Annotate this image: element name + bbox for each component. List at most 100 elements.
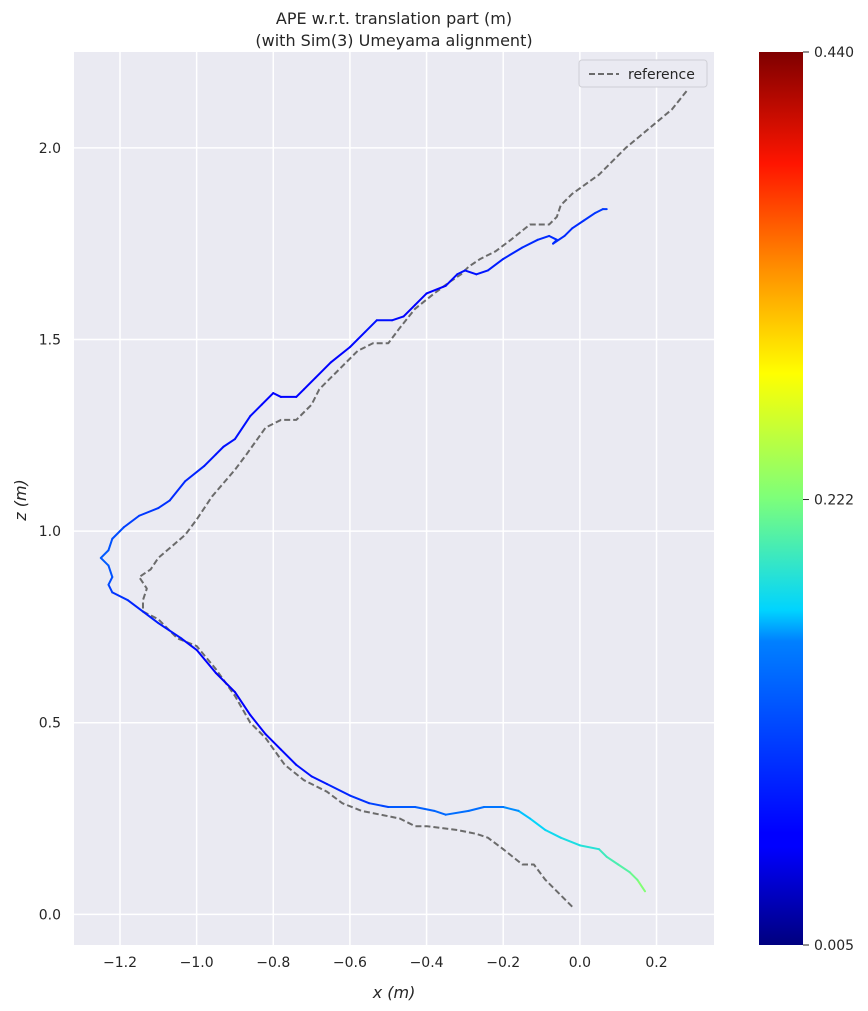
y-axis-label: z (m): [11, 479, 30, 522]
estimate-trajectory-segment: [368, 802, 390, 809]
estimate-trajectory-segment: [295, 388, 305, 398]
estimate-trajectory-segment: [122, 514, 141, 529]
estimate-trajectory-segment: [529, 817, 547, 832]
estimate-trajectory-segment: [138, 507, 160, 517]
estimate-trajectory-segment: [414, 292, 428, 306]
estimate-trajectory-segment: [598, 848, 608, 858]
estimate-trajectory-segment: [295, 763, 313, 778]
estimate-trajectory-segment: [475, 269, 489, 276]
colorbar-tick-label: 0.222: [814, 493, 854, 509]
x-tick-label: −0.4: [410, 955, 444, 971]
colorbar: 0.005 0.222 0.440: [759, 45, 854, 954]
series-layer: [99, 89, 688, 908]
colorbar-ticks: 0.005 0.222 0.440: [803, 45, 854, 954]
estimate-trajectory-segment: [628, 871, 639, 881]
y-tick-label: 2.0: [39, 141, 61, 157]
estimate-trajectory-segment: [195, 648, 217, 674]
estimate-trajectory-segment: [636, 878, 647, 893]
estimate-trajectory-segment: [563, 227, 574, 237]
estimate-trajectory-segment: [559, 836, 581, 847]
estimate-trajectory-segment: [111, 526, 125, 540]
estimate-trajectory-segment: [456, 269, 466, 276]
x-tick-labels: −1.2 −1.0 −0.8 −0.6 −0.4 −0.2 0.0 0.2: [103, 955, 668, 971]
estimate-trajectory-segment: [141, 610, 160, 625]
estimate-trajectory-segment: [203, 453, 217, 467]
estimate-trajectory-segment: [348, 330, 367, 349]
estimate-trajectory-segment: [279, 748, 298, 766]
y-tick-label: 0.5: [39, 716, 61, 732]
colorbar-gradient: [759, 52, 803, 945]
y-tick-label: 1.5: [39, 332, 61, 348]
colorbar-tick-label: 0.440: [814, 45, 854, 61]
x-tick-label: 0.0: [569, 955, 591, 971]
estimate-trajectory-segment: [548, 234, 558, 241]
x-tick-label: 0.2: [645, 955, 667, 971]
estimate-trajectory-segment: [272, 392, 282, 398]
estimate-trajectory-segment: [391, 315, 405, 322]
estimate-trajectory-segment: [184, 464, 206, 483]
estimate-trajectory-segment: [402, 303, 417, 318]
grid: [74, 52, 714, 945]
estimate-trajectory-segment: [425, 284, 447, 295]
estimate-trajectory-segment: [364, 319, 378, 333]
estimate-trajectory-segment: [314, 361, 332, 379]
y-tick-label: 0.0: [39, 907, 61, 923]
estimate-trajectory-segment: [264, 733, 282, 751]
estimate-trajectory-segment: [214, 445, 225, 456]
legend-reference-label: reference: [628, 67, 695, 83]
estimate-trajectory-segment: [310, 775, 328, 786]
legend[interactable]: reference: [578, 59, 708, 88]
chart-title: APE w.r.t. translation part (m): [276, 9, 512, 28]
estimate-trajectory-segment: [617, 863, 631, 874]
estimate-trajectory-segment: [214, 671, 236, 694]
estimate-trajectory-segment: [99, 549, 110, 559]
estimate-trajectory-segment: [180, 637, 198, 651]
y-tick-labels: 0.0 0.5 1.0 1.5 2.0: [39, 141, 61, 924]
estimate-trajectory-segment: [325, 783, 351, 797]
estimate-trajectory-segment: [107, 537, 114, 552]
estimate-trajectory-segment: [107, 583, 114, 594]
estimate-trajectory-segment: [517, 809, 532, 820]
estimate-trajectory-segment: [99, 556, 110, 567]
estimate-trajectory-segment: [605, 855, 620, 866]
estimate-trajectory-segment: [552, 234, 566, 245]
estimate-trajectory-segment: [414, 806, 436, 812]
estimate-trajectory-segment: [444, 273, 459, 287]
estimate-trajectory-segment: [126, 599, 144, 613]
estimate-trajectory-segment: [582, 211, 597, 222]
estimate-trajectory-segment: [157, 499, 171, 510]
estimate-trajectory-segment: [544, 829, 562, 839]
estimate-trajectory-segment: [302, 376, 317, 391]
estimate-trajectory-segment: [233, 415, 252, 441]
estimate-trajectory-segment: [486, 257, 505, 272]
estimate-trajectory-segment: [168, 480, 187, 502]
estimate-trajectory-segment: [107, 564, 114, 579]
estimate-trajectory-segment: [157, 622, 183, 640]
chart-subtitle: (with Sim(3) Umeyama alignment): [255, 31, 532, 50]
estimate-trajectory-segment: [463, 269, 478, 276]
estimate-trajectory-segment: [578, 844, 601, 851]
estimate-trajectory-segment: [260, 392, 275, 406]
estimate-trajectory-segment: [571, 219, 585, 230]
estimate-trajectory-segment: [233, 691, 252, 717]
estimate-trajectory-segment: [249, 403, 263, 418]
estimate-trajectory-segment: [249, 714, 267, 736]
legend-box: [578, 59, 708, 88]
colorbar-tick-label: 0.005: [814, 938, 854, 954]
estimate-trajectory-segment: [536, 234, 551, 241]
y-tick-label: 1.0: [39, 524, 61, 540]
estimate-trajectory-segment: [111, 591, 129, 602]
reference-trajectory-line: [138, 89, 688, 908]
estimate-trajectory-segment: [433, 809, 447, 816]
estimate-trajectory-segment: [521, 238, 539, 249]
estimate-trajectory-segment: [502, 246, 524, 260]
estimate-trajectory-segment: [502, 806, 520, 812]
plot-area: [74, 52, 714, 945]
x-tick-label: −0.8: [256, 955, 290, 971]
estimate-trajectory-segment: [107, 576, 114, 586]
x-tick-label: −1.2: [103, 955, 137, 971]
x-tick-label: −0.6: [333, 955, 367, 971]
estimate-trajectory-segment: [444, 809, 470, 816]
estimate-trajectory-segment: [348, 794, 371, 805]
